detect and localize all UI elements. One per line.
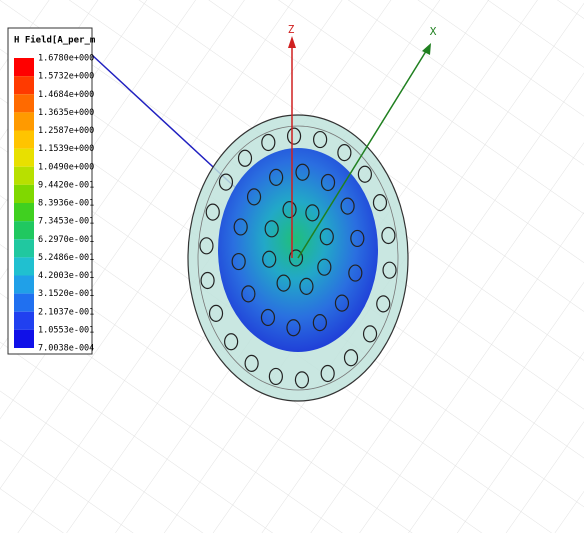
legend-label: 7.0038e-004 [38,344,94,354]
legend-swatch [14,131,34,149]
legend-swatch [14,257,34,275]
legend-swatch [14,203,34,221]
legend-title: H Field[A_per_m [14,35,96,46]
legend-label: 1.1539e+000 [38,144,94,154]
legend-swatch [14,112,34,130]
legend-label: 1.0490e+000 [38,162,94,172]
legend-label: 1.6780e+000 [38,54,94,64]
legend-label: 8.3936e-001 [38,199,94,209]
legend-swatch [14,76,34,94]
legend-swatch [14,221,34,239]
legend-swatch [14,276,34,294]
legend-swatch [14,94,34,112]
legend-label: 2.1037e-001 [38,307,94,317]
legend-label: 7.3453e-001 [38,217,94,227]
z-label: Z [288,23,295,36]
legend-label: 3.1520e-001 [38,289,94,299]
legend-label: 1.4684e+000 [38,90,94,100]
legend-label: 4.2003e-001 [38,271,94,281]
legend-swatch [14,312,34,330]
legend-label: 1.0553e-001 [38,325,94,335]
legend-label: 9.4420e-001 [38,180,94,190]
legend-swatch [14,149,34,167]
legend-swatch [14,58,34,76]
legend-swatch [14,185,34,203]
page: Z X H Field[A_per_m 1.6780e+000 1.5732e+0… [0,0,584,533]
legend-label: 1.2587e+000 [38,126,94,136]
legend-swatch [14,330,34,348]
x-label: X [430,25,437,38]
legend-label: 1.3635e+000 [38,108,94,118]
legend-label: 5.2486e-001 [38,253,94,263]
field-plot: Z X H Field[A_per_m 1.6780e+000 1.5732e+0… [0,0,584,533]
legend-swatch [14,294,34,312]
legend-label: 1.5732e+000 [38,72,94,82]
legend: 1.6780e+000 1.5732e+000 1.4684e+000 1.3635e… [14,54,94,354]
legend-label: 6.2970e-001 [38,235,94,245]
legend-swatch [14,239,34,257]
legend-swatch [14,167,34,185]
